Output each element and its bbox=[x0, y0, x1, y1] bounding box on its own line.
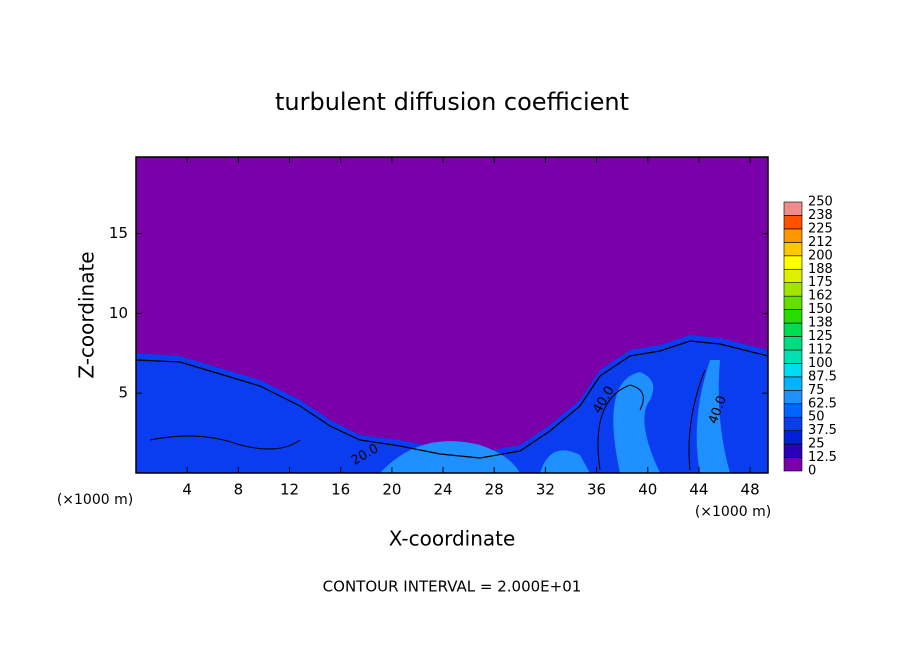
colorbar-cell bbox=[783, 255, 803, 270]
colorbar-cell bbox=[783, 376, 803, 391]
colorbar-label: 212 bbox=[808, 235, 833, 250]
field-region bbox=[696, 360, 730, 473]
x-tick-label: 40 bbox=[638, 481, 657, 499]
x-tick-label: 28 bbox=[485, 481, 504, 499]
y-tick-label: 10 bbox=[109, 304, 128, 322]
colorbar-cell bbox=[783, 268, 803, 283]
colorbar-label: 100 bbox=[808, 356, 833, 371]
x-unit: (×1000 m) bbox=[57, 492, 133, 508]
colorbar-cell bbox=[783, 443, 803, 458]
x-unit: (×1000 m) bbox=[695, 504, 771, 520]
colorbar-label: 12.5 bbox=[808, 450, 837, 465]
colorbar-label: 125 bbox=[808, 329, 833, 344]
colorbar-label: 0 bbox=[808, 464, 816, 479]
x-tick-label: 32 bbox=[536, 481, 555, 499]
colorbar-cell bbox=[783, 242, 803, 257]
colorbar-cell bbox=[783, 282, 803, 297]
colorbar-cell bbox=[783, 201, 803, 216]
x-tick-label: 16 bbox=[331, 481, 350, 499]
colorbar-label: 62.5 bbox=[808, 396, 837, 411]
y-tick-label: 5 bbox=[118, 384, 128, 402]
colorbar-label: 225 bbox=[808, 221, 833, 236]
colorbar-cell bbox=[783, 430, 803, 445]
field bbox=[135, 157, 769, 473]
colorbar-label: 87.5 bbox=[808, 369, 837, 384]
colorbar-cell bbox=[783, 309, 803, 324]
colorbar-label: 175 bbox=[808, 275, 833, 290]
colorbar-label: 138 bbox=[808, 316, 833, 331]
colorbar-cell bbox=[783, 336, 803, 351]
colorbar-cell bbox=[783, 457, 803, 472]
colorbar-label: 250 bbox=[808, 195, 833, 210]
field-region bbox=[540, 450, 590, 473]
colorbar-cell bbox=[783, 389, 803, 405]
colorbar-label: 112 bbox=[808, 342, 833, 357]
colorbar-label: 75 bbox=[808, 383, 825, 398]
colorbar-label: 50 bbox=[808, 410, 825, 425]
x-tick-label: 48 bbox=[741, 481, 760, 499]
colorbar-cell bbox=[783, 403, 803, 418]
colorbar-cell bbox=[783, 295, 803, 310]
x-tick-label: 24 bbox=[433, 481, 452, 499]
y-axis-label: Z-coordinate bbox=[75, 251, 99, 378]
footer: CONTOUR INTERVAL = 2.000E+01 bbox=[323, 578, 582, 596]
colorbar-label: 162 bbox=[808, 289, 833, 304]
colorbar-label: 188 bbox=[808, 262, 833, 277]
contour-line bbox=[135, 340, 769, 459]
colorbar-label: 150 bbox=[808, 302, 833, 317]
x-tick-label: 12 bbox=[280, 481, 299, 499]
y-tick-label: 15 bbox=[109, 224, 128, 242]
colorbar-label: 200 bbox=[808, 248, 833, 263]
colorbar-cell bbox=[783, 215, 803, 230]
field-region bbox=[613, 372, 660, 473]
x-tick-label: 8 bbox=[234, 481, 244, 499]
x-tick-label: 4 bbox=[182, 481, 192, 499]
colorbar-label: 37.5 bbox=[808, 423, 837, 438]
colorbar-cell bbox=[783, 349, 803, 364]
colorbar-label: 25 bbox=[808, 437, 825, 452]
x-tick-label: 44 bbox=[689, 481, 708, 499]
colorbar-label: 238 bbox=[808, 208, 833, 223]
x-tick-label: 20 bbox=[382, 481, 401, 499]
colorbar-cell bbox=[783, 363, 803, 378]
colorbar-cell bbox=[783, 228, 803, 243]
colorbar-cell bbox=[783, 322, 803, 337]
chart-title: turbulent diffusion coefficient bbox=[275, 88, 629, 116]
x-axis-label: X-coordinate bbox=[389, 527, 516, 551]
x-tick-label: 36 bbox=[587, 481, 606, 499]
plot-frame bbox=[135, 156, 769, 474]
colorbar-cell bbox=[783, 416, 803, 431]
contour-line bbox=[149, 369, 706, 471]
